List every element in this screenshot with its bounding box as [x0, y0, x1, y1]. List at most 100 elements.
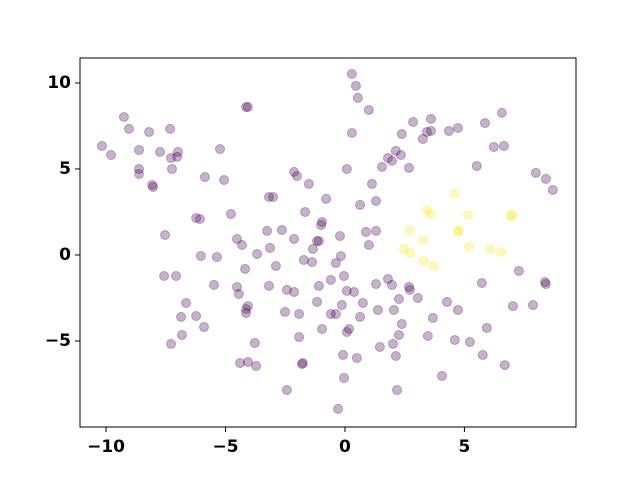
point [425, 209, 436, 220]
point [242, 356, 253, 367]
point [540, 279, 551, 290]
point [312, 296, 323, 307]
point [313, 280, 324, 291]
point [166, 163, 177, 174]
point [452, 123, 463, 134]
point [547, 184, 558, 195]
point [404, 247, 415, 258]
point [495, 247, 506, 258]
point [452, 226, 463, 237]
point [388, 305, 399, 316]
point [325, 274, 336, 285]
point [177, 329, 188, 340]
point [421, 126, 432, 137]
point [176, 311, 187, 322]
point [396, 318, 407, 329]
point [159, 270, 170, 281]
point [236, 239, 247, 250]
point [387, 279, 398, 290]
point [291, 171, 302, 182]
point [376, 161, 387, 172]
point [387, 338, 398, 349]
point [404, 225, 415, 236]
point [449, 188, 460, 199]
point [148, 182, 159, 193]
point [134, 168, 145, 179]
x-tick-label: −5 [212, 437, 238, 457]
point [298, 254, 309, 265]
point [363, 239, 374, 250]
x-tick-label: −10 [87, 437, 125, 457]
point [484, 243, 495, 254]
point [463, 209, 474, 220]
point [417, 235, 428, 246]
point [251, 360, 262, 371]
point [160, 230, 171, 241]
point [463, 241, 474, 252]
point [171, 270, 182, 281]
point [452, 305, 463, 316]
point [374, 342, 385, 353]
point [191, 212, 202, 223]
point [412, 292, 423, 303]
point [219, 174, 230, 185]
point [312, 236, 323, 247]
point [231, 281, 242, 292]
point [199, 172, 210, 183]
point [155, 146, 166, 157]
point [396, 129, 407, 140]
point [172, 151, 183, 162]
plot-frame [79, 57, 577, 428]
point [242, 301, 253, 312]
point [506, 210, 517, 221]
point [371, 225, 382, 236]
point [165, 123, 176, 134]
point [307, 243, 318, 254]
point [351, 353, 362, 364]
point [296, 359, 307, 370]
point [96, 140, 107, 151]
point [382, 274, 393, 285]
point [252, 248, 263, 259]
point [249, 338, 260, 349]
point [357, 297, 368, 308]
point [289, 233, 300, 244]
point [355, 199, 366, 210]
point [360, 226, 371, 237]
point [333, 403, 344, 414]
point [313, 236, 324, 247]
point [436, 370, 447, 381]
point [336, 300, 347, 311]
x-tick-label: 0 [339, 437, 351, 457]
point [294, 308, 305, 319]
point [476, 278, 487, 289]
point [530, 167, 541, 178]
point [334, 231, 345, 242]
point [235, 358, 246, 369]
point [404, 284, 415, 295]
point [281, 284, 292, 295]
point [294, 332, 305, 343]
point [398, 243, 409, 254]
point [441, 296, 452, 307]
point [363, 104, 374, 115]
point [321, 193, 332, 204]
point [540, 173, 551, 184]
point [387, 155, 398, 166]
point [479, 118, 490, 129]
point [393, 294, 404, 305]
point [349, 286, 360, 297]
point [195, 251, 206, 262]
point [211, 252, 222, 263]
point [118, 112, 129, 123]
point [403, 281, 414, 292]
point [317, 216, 328, 227]
point [325, 308, 336, 319]
point [225, 209, 236, 220]
y-tick-label: 0 [59, 245, 71, 265]
point [300, 206, 311, 217]
point [194, 214, 205, 225]
point [499, 360, 510, 371]
point [317, 323, 328, 334]
point [507, 301, 518, 312]
